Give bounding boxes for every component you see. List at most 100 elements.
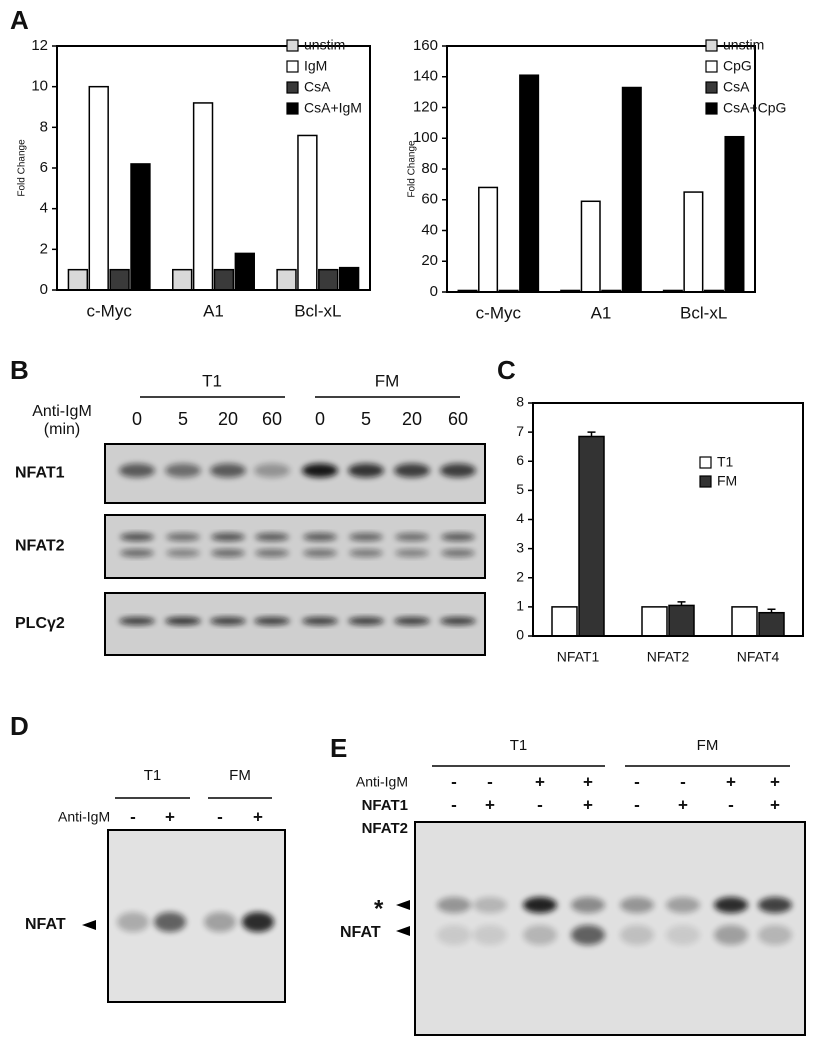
band [166, 549, 200, 557]
time-label: 20 [402, 409, 422, 429]
band [473, 897, 507, 913]
sign: - [728, 795, 734, 814]
group-label: FM [697, 737, 719, 754]
y-tick-label: 10 [31, 78, 48, 95]
bar [318, 268, 339, 291]
legend-swatch [705, 60, 718, 73]
y-tick-label: 0 [430, 283, 438, 300]
legend-label: CsA+CpG [723, 100, 786, 116]
bar [172, 268, 193, 291]
bar [234, 252, 255, 291]
band [204, 912, 236, 932]
y-tick-label: 6 [40, 159, 48, 176]
panel-label: D [10, 711, 29, 741]
x-tick-label: Bcl-xL [294, 301, 341, 320]
blot [414, 821, 806, 1036]
bar [578, 435, 605, 637]
sign: + [485, 795, 495, 814]
plot-frame [532, 402, 804, 637]
bar [731, 606, 758, 637]
legend-label: unstim [304, 37, 345, 53]
y-axis-label: Fold Change [407, 140, 418, 198]
band [166, 533, 200, 541]
bar [88, 85, 109, 291]
panel-label: E [330, 733, 347, 763]
legend-swatch [705, 39, 718, 52]
band [473, 925, 507, 945]
band [302, 617, 338, 625]
band [523, 925, 557, 945]
legend-label: CsA+IgM [304, 100, 362, 116]
sign: + [165, 807, 175, 826]
band [714, 897, 748, 913]
sign: + [678, 795, 688, 814]
bar [297, 134, 318, 291]
y-tick-label: 60 [421, 191, 438, 208]
y-tick-label: 20 [421, 252, 438, 269]
sign: + [535, 772, 545, 791]
band [441, 533, 475, 541]
band [571, 897, 605, 913]
band [211, 549, 245, 557]
band [119, 463, 155, 478]
x-tick-label: A1 [591, 303, 612, 322]
group-label: FM [375, 371, 400, 390]
band [120, 533, 154, 541]
y-tick-label: 40 [421, 221, 438, 238]
band [119, 617, 155, 625]
band-label: NFAT [25, 916, 66, 933]
bar [551, 606, 578, 637]
band [441, 549, 475, 557]
x-tick-label: NFAT2 [647, 649, 690, 665]
sign: + [583, 772, 593, 791]
error-bar [767, 608, 776, 613]
arrowhead [82, 920, 96, 930]
sign: - [537, 795, 543, 814]
bar [192, 102, 214, 291]
blot [104, 592, 486, 656]
band [666, 897, 700, 913]
sign: - [634, 772, 640, 791]
band-label: * [374, 895, 384, 922]
time-label: 20 [218, 409, 238, 429]
y-tick-label: 140 [413, 68, 438, 85]
panel-label: B [10, 355, 29, 385]
time-label: 5 [178, 409, 188, 429]
y-tick-label: 160 [413, 37, 438, 54]
band [165, 617, 201, 625]
bar [276, 268, 297, 291]
sign: + [583, 795, 593, 814]
bar [580, 200, 601, 293]
y-tick-label: 1 [516, 598, 524, 614]
treatment-label: Anti-IgM [356, 774, 408, 790]
sign: - [451, 772, 457, 791]
x-tick-label: A1 [203, 301, 224, 320]
band [348, 617, 384, 625]
band [210, 463, 246, 478]
band [254, 617, 290, 625]
legend-label: IgM [304, 58, 327, 74]
band [666, 925, 700, 945]
bar [621, 86, 642, 293]
band [395, 533, 429, 541]
band [254, 463, 290, 478]
legend-swatch [705, 81, 718, 94]
y-tick-label: 8 [40, 118, 48, 135]
legend-swatch [286, 39, 299, 52]
band [348, 463, 384, 478]
group-label: T1 [510, 737, 528, 754]
legend-label: CpG [723, 58, 752, 74]
sign: + [253, 807, 263, 826]
y-tick-label: 7 [516, 423, 524, 439]
bar [519, 74, 540, 293]
y-tick-label: 6 [516, 452, 524, 468]
sign: - [217, 807, 223, 826]
error-bar [587, 431, 596, 437]
bar [683, 191, 704, 293]
y-tick-label: 4 [516, 510, 524, 526]
band [255, 549, 289, 557]
x-tick-label: NFAT1 [557, 649, 600, 665]
y-axis-label: Fold Change [17, 139, 28, 197]
treatment-label: (min) [44, 421, 80, 438]
